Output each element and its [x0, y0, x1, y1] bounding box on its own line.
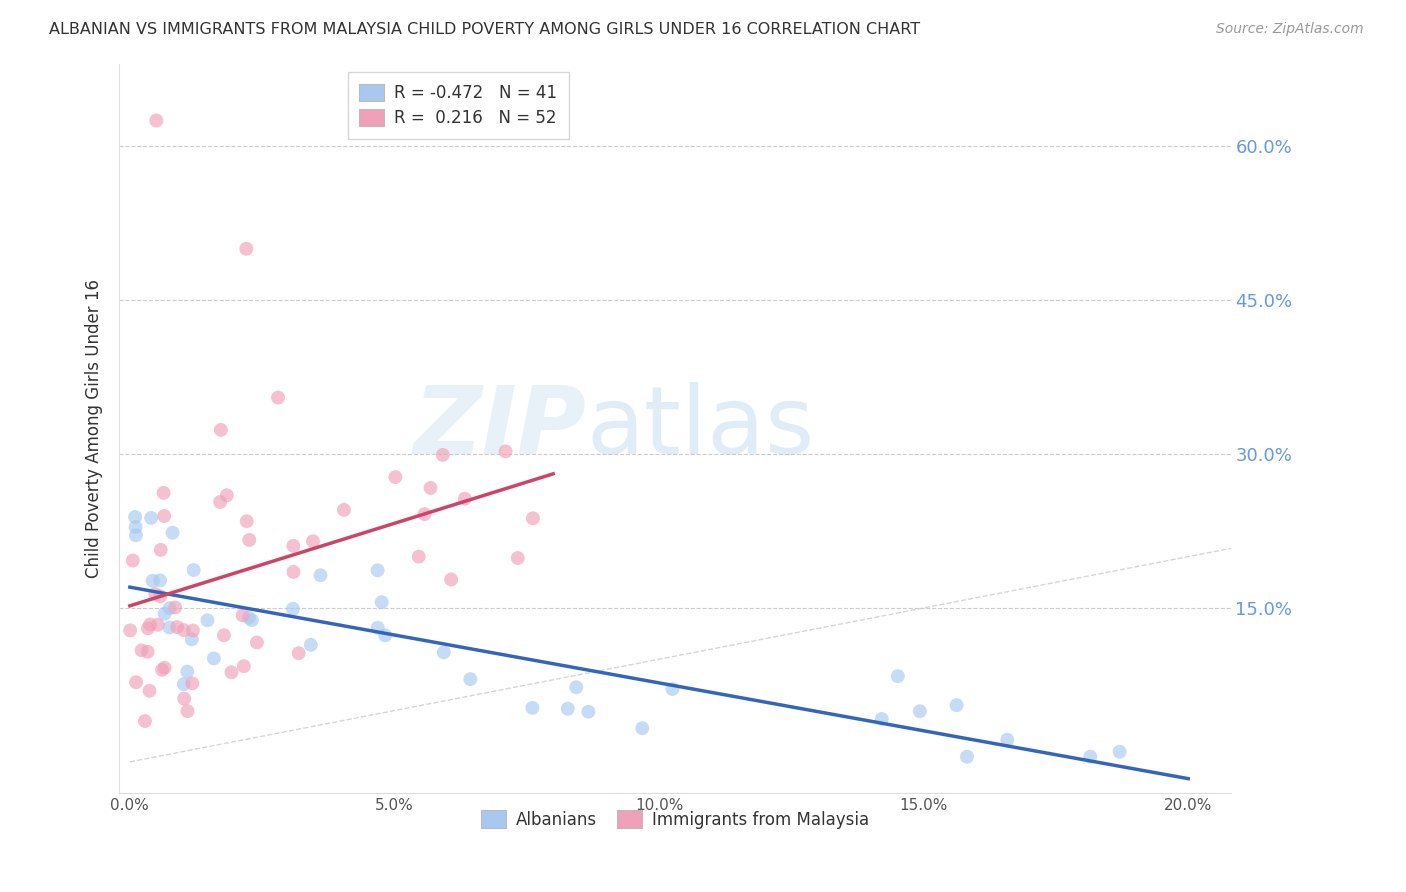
Point — [433, 645, 456, 659]
Point — [419, 481, 441, 495]
Point — [197, 613, 219, 627]
Point — [384, 470, 406, 484]
Point — [173, 691, 195, 706]
Point — [124, 520, 146, 534]
Point — [460, 672, 482, 686]
Point — [131, 643, 153, 657]
Point — [495, 444, 517, 458]
Point — [995, 732, 1018, 747]
Point — [908, 704, 931, 718]
Point — [143, 587, 166, 601]
Point — [173, 677, 195, 691]
Point — [145, 113, 167, 128]
Point — [246, 635, 269, 649]
Point — [159, 620, 181, 634]
Point — [235, 242, 257, 256]
Point — [181, 676, 204, 690]
Point — [221, 665, 243, 680]
Point — [134, 714, 156, 728]
Point — [138, 683, 160, 698]
Point — [146, 617, 169, 632]
Point — [576, 705, 599, 719]
Legend: Albanians, Immigrants from Malaysia: Albanians, Immigrants from Malaysia — [474, 804, 876, 835]
Point — [153, 607, 176, 621]
Text: atlas: atlas — [586, 383, 814, 475]
Point — [283, 565, 305, 579]
Point — [238, 611, 260, 625]
Point — [180, 632, 202, 647]
Point — [887, 669, 910, 683]
Point — [287, 646, 309, 660]
Point — [367, 563, 389, 577]
Point — [506, 551, 529, 566]
Text: Source: ZipAtlas.com: Source: ZipAtlas.com — [1216, 22, 1364, 37]
Point — [333, 503, 356, 517]
Point — [136, 645, 159, 659]
Point — [1108, 745, 1130, 759]
Point — [557, 702, 579, 716]
Point — [235, 514, 257, 528]
Point — [408, 549, 430, 564]
Point — [125, 528, 148, 542]
Point — [176, 665, 198, 679]
Point — [440, 573, 463, 587]
Point — [631, 721, 654, 735]
Point — [120, 624, 142, 638]
Point — [565, 680, 588, 694]
Point — [374, 628, 396, 642]
Point — [661, 682, 683, 697]
Point — [454, 491, 477, 506]
Text: ALBANIAN VS IMMIGRANTS FROM MALAYSIA CHILD POVERTY AMONG GIRLS UNDER 16 CORRELAT: ALBANIAN VS IMMIGRANTS FROM MALAYSIA CHI… — [49, 22, 921, 37]
Y-axis label: Child Poverty Among Girls Under 16: Child Poverty Among Girls Under 16 — [86, 279, 103, 578]
Point — [209, 423, 232, 437]
Text: ZIP: ZIP — [413, 383, 586, 475]
Point — [367, 621, 389, 635]
Point — [209, 495, 232, 509]
Point — [121, 553, 143, 567]
Point — [281, 602, 304, 616]
Point — [212, 628, 235, 642]
Point — [149, 542, 172, 557]
Point — [202, 651, 225, 665]
Point — [162, 525, 184, 540]
Point — [165, 600, 187, 615]
Point — [309, 568, 332, 582]
Point — [232, 659, 254, 673]
Point — [173, 623, 195, 637]
Point — [152, 486, 174, 500]
Point — [522, 701, 544, 715]
Point — [956, 749, 979, 764]
Point — [142, 574, 165, 588]
Point — [1078, 749, 1101, 764]
Point — [238, 533, 260, 547]
Point — [124, 510, 146, 524]
Point — [181, 624, 204, 638]
Point — [136, 621, 159, 635]
Point — [870, 712, 893, 726]
Point — [149, 590, 172, 604]
Point — [153, 508, 176, 523]
Point — [150, 663, 173, 677]
Point — [370, 595, 392, 609]
Point — [153, 661, 176, 675]
Point — [159, 601, 181, 615]
Point — [240, 613, 263, 627]
Point — [183, 563, 205, 577]
Point — [267, 391, 290, 405]
Point — [215, 488, 238, 502]
Point — [149, 574, 172, 588]
Point — [232, 608, 254, 623]
Point — [283, 539, 305, 553]
Point — [139, 617, 162, 632]
Point — [302, 534, 325, 549]
Point — [413, 507, 436, 521]
Point — [141, 511, 163, 525]
Point — [125, 675, 148, 690]
Point — [166, 620, 188, 634]
Point — [522, 511, 544, 525]
Point — [945, 698, 967, 713]
Point — [432, 448, 454, 462]
Point — [176, 704, 198, 718]
Point — [299, 638, 322, 652]
